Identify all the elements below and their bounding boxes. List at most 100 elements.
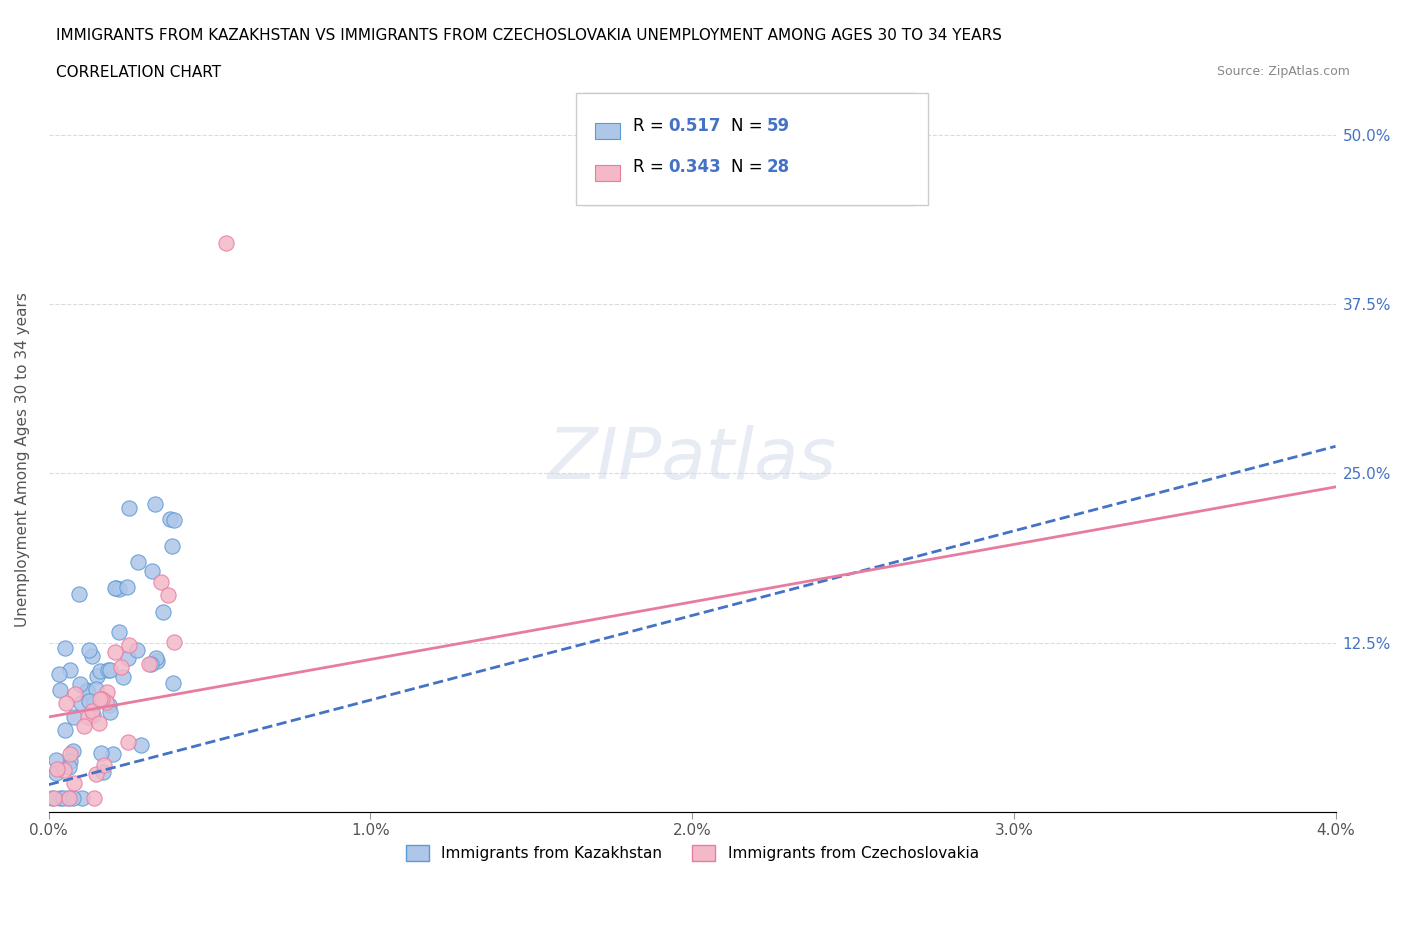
Text: ZIPatlas: ZIPatlas (548, 425, 837, 495)
Point (145, 651, 167, 666)
Point (115, 579, 138, 594)
Point (77, 693, 100, 708)
Point (59, 754, 82, 769)
Text: R =: R = (633, 158, 669, 177)
Point (62, 744, 84, 759)
Text: Source: ZipAtlas.com: Source: ZipAtlas.com (1216, 65, 1350, 78)
Point (49, 683, 72, 698)
Point (67, 587, 90, 602)
Point (98, 698, 121, 712)
Point (93, 758, 115, 773)
Point (110, 659, 132, 674)
Point (141, 564, 163, 578)
Point (157, 588, 180, 603)
Point (83, 696, 105, 711)
Point (117, 734, 139, 749)
Text: R =: R = (633, 116, 669, 135)
Point (118, 637, 141, 652)
Point (108, 624, 131, 639)
Point (89, 664, 111, 679)
Point (69, 677, 91, 692)
Point (76, 683, 98, 698)
Point (59, 746, 82, 761)
Point (96, 695, 118, 710)
Point (127, 555, 149, 570)
Point (162, 675, 184, 690)
Point (77, 643, 100, 658)
Point (84, 766, 107, 781)
Point (82, 703, 104, 718)
Point (100, 662, 122, 677)
Point (63, 686, 86, 701)
Point (41, 790, 63, 805)
Point (82, 708, 104, 723)
Point (70, 696, 93, 711)
Point (163, 634, 186, 649)
Point (73, 719, 96, 734)
Point (163, 512, 186, 527)
Point (86, 682, 108, 697)
Point (70, 790, 93, 805)
Point (86, 669, 108, 684)
Point (58, 790, 80, 805)
Point (53, 723, 76, 737)
Point (77, 710, 100, 724)
Point (52, 763, 75, 777)
Legend: Immigrants from Kazakhstan, Immigrants from Czechoslovakia: Immigrants from Kazakhstan, Immigrants f… (399, 839, 984, 868)
Text: 59: 59 (766, 116, 789, 135)
Text: IMMIGRANTS FROM KAZAKHSTAN VS IMMIGRANTS FROM CZECHOSLOVAKIA UNEMPLOYMENT AMONG : IMMIGRANTS FROM KAZAKHSTAN VS IMMIGRANTS… (56, 28, 1002, 43)
Point (76, 684, 98, 698)
Point (63, 710, 86, 724)
Point (45, 766, 67, 781)
Point (56, 790, 79, 805)
Point (82, 648, 104, 663)
Point (89, 692, 111, 707)
Point (45, 752, 67, 767)
Point (96, 684, 118, 699)
Point (53, 641, 76, 656)
Point (117, 650, 139, 665)
Text: 28: 28 (766, 158, 789, 177)
Point (215, 236, 238, 251)
Point (129, 737, 152, 752)
Point (145, 654, 167, 669)
Point (83, 790, 105, 805)
Point (59, 663, 82, 678)
Text: CORRELATION CHART: CORRELATION CHART (56, 65, 221, 80)
Point (89, 691, 111, 706)
Point (104, 580, 127, 595)
Point (63, 776, 86, 790)
Point (104, 580, 127, 595)
Point (89, 715, 111, 730)
Point (150, 575, 173, 590)
Point (152, 604, 174, 619)
Point (139, 657, 162, 671)
Point (104, 644, 127, 659)
Point (44, 790, 66, 805)
Text: 0.343: 0.343 (668, 158, 721, 177)
Point (138, 657, 160, 671)
Point (90, 692, 112, 707)
Point (159, 512, 181, 526)
Point (90, 745, 112, 760)
Point (98, 705, 121, 720)
Point (107, 581, 129, 596)
Y-axis label: Unemployment Among Ages 30 to 34 years: Unemployment Among Ages 30 to 34 years (15, 292, 30, 627)
Point (52, 790, 75, 805)
Text: N =: N = (731, 116, 768, 135)
Point (111, 670, 134, 684)
Point (125, 643, 148, 658)
Point (58, 760, 80, 775)
Text: N =: N = (731, 158, 768, 177)
Point (97, 663, 120, 678)
Point (160, 538, 183, 553)
Point (143, 497, 166, 512)
Point (101, 746, 124, 761)
Point (91, 765, 114, 780)
Point (46, 762, 69, 777)
Point (62, 790, 84, 805)
Text: 0.517: 0.517 (668, 116, 720, 135)
Point (118, 500, 141, 515)
Point (49, 790, 72, 805)
Point (55, 696, 77, 711)
